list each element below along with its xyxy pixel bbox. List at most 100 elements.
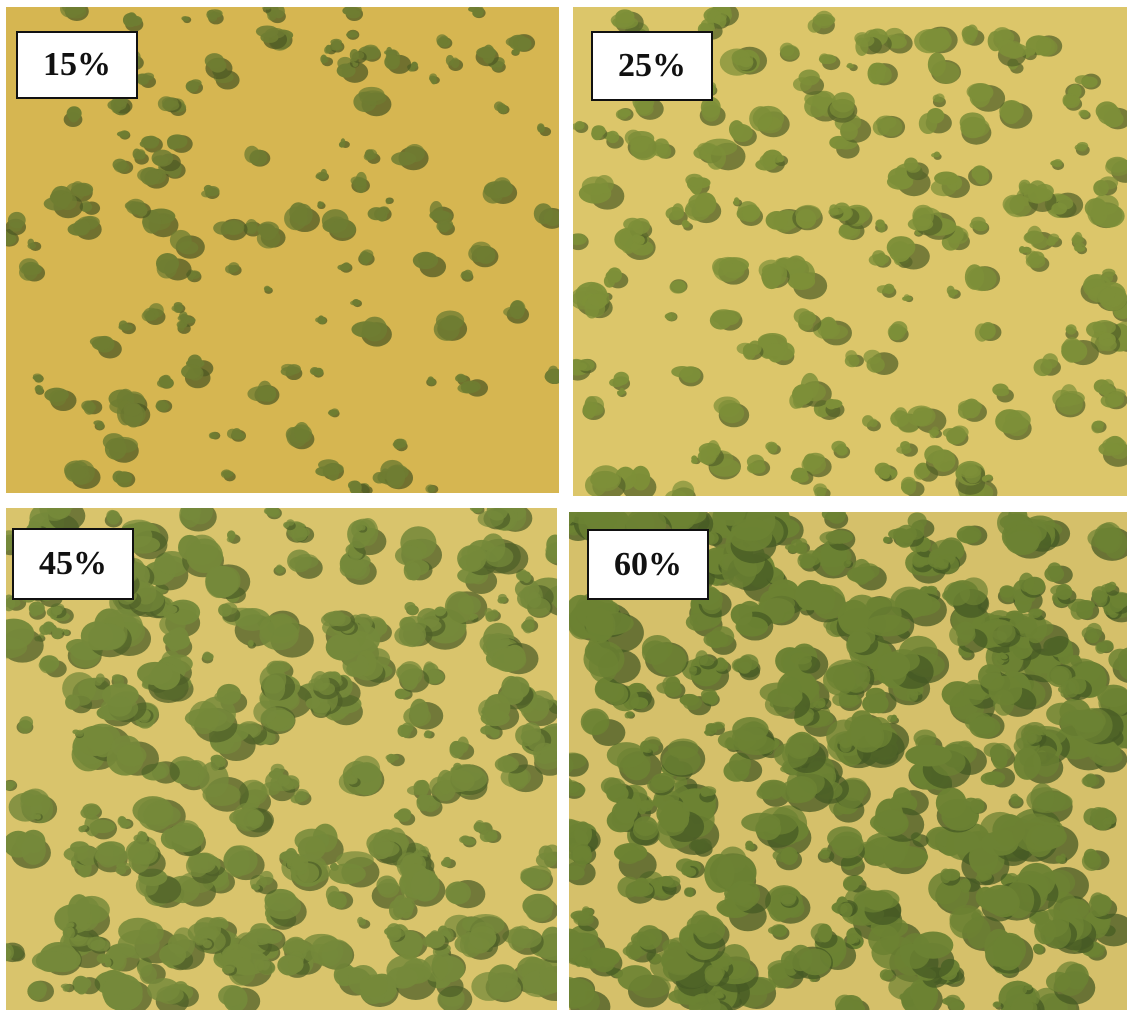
shrub <box>1032 987 1080 1010</box>
shrub <box>436 219 455 236</box>
shrub <box>847 936 861 946</box>
shrub <box>902 294 914 303</box>
shrub <box>700 688 720 707</box>
shrub <box>1055 853 1068 865</box>
shrub <box>78 824 90 833</box>
shrub <box>624 129 658 161</box>
shrub <box>774 733 826 773</box>
shrub <box>914 26 958 54</box>
shrub <box>454 926 499 960</box>
shrubland-photo <box>6 508 557 1010</box>
shrub <box>32 373 44 383</box>
shrub <box>132 148 149 165</box>
shrub <box>422 952 466 983</box>
shrub <box>792 69 825 96</box>
shrub <box>779 42 800 62</box>
shrub <box>93 673 111 690</box>
shrub <box>213 218 248 241</box>
shrub <box>705 721 725 736</box>
shrub <box>1008 793 1024 809</box>
shrub <box>731 49 757 72</box>
shrub <box>363 149 381 164</box>
shrub <box>1060 707 1124 745</box>
shrub <box>485 642 539 675</box>
shrub <box>834 994 870 1010</box>
shrub <box>1095 101 1127 130</box>
shrub <box>122 12 144 32</box>
shrub <box>198 761 249 812</box>
shrub <box>250 883 264 893</box>
shrub <box>44 387 77 412</box>
shrub <box>787 260 828 300</box>
shrub <box>729 518 777 564</box>
shrub <box>767 924 790 940</box>
shrub <box>371 875 405 909</box>
shrub <box>156 374 174 389</box>
shrub <box>615 107 634 121</box>
shrubland-photo <box>569 512 1127 1010</box>
shrub <box>974 321 1002 342</box>
shrub <box>932 93 946 108</box>
shrub <box>813 697 832 710</box>
shrub <box>273 564 287 576</box>
shrub <box>502 925 544 955</box>
shrub <box>535 844 557 869</box>
shrub <box>831 440 851 459</box>
shrub <box>975 868 995 886</box>
shrub <box>759 676 811 719</box>
shrub <box>246 923 286 952</box>
shrub <box>614 465 657 496</box>
shrub <box>906 688 923 702</box>
shrub <box>983 742 1015 770</box>
shrub <box>167 134 193 153</box>
shrub <box>681 862 699 878</box>
shrub <box>440 764 489 796</box>
shrub <box>1045 961 1096 1005</box>
shrub <box>584 607 644 653</box>
shrub <box>1086 738 1127 773</box>
shrub <box>43 185 84 219</box>
shrub <box>478 694 520 731</box>
shrub <box>573 358 597 374</box>
shrub <box>338 138 350 149</box>
shrub <box>155 253 192 281</box>
shrub <box>658 875 682 895</box>
shrub <box>218 602 241 623</box>
shrub <box>1104 592 1127 614</box>
shrub <box>520 865 554 891</box>
shrub <box>27 980 54 1002</box>
shrub <box>685 173 711 195</box>
shrub <box>1018 246 1032 256</box>
shrub <box>647 773 676 796</box>
shrub <box>1065 324 1079 340</box>
shrub <box>169 229 205 259</box>
shrub <box>262 7 272 13</box>
shrub <box>657 512 714 541</box>
shrub <box>218 984 261 1010</box>
shrub <box>984 928 1034 974</box>
shrub <box>956 525 988 546</box>
shrub <box>503 300 530 324</box>
shrub <box>569 977 611 1010</box>
shrub <box>1050 159 1065 171</box>
shrub <box>346 774 361 788</box>
shrub <box>1022 730 1043 747</box>
shrub <box>928 426 943 439</box>
shrub <box>792 204 823 231</box>
shrub <box>459 835 477 848</box>
shrub <box>1084 194 1125 229</box>
shrub <box>606 742 662 786</box>
shrub <box>221 961 237 976</box>
shrub <box>235 806 274 833</box>
shrub <box>226 530 241 544</box>
shrub <box>520 616 539 634</box>
shrub <box>880 471 892 482</box>
shrub <box>594 677 631 706</box>
shrub <box>225 262 242 276</box>
shrub <box>797 550 822 572</box>
shrub <box>277 951 310 978</box>
shrub <box>629 816 659 846</box>
shrub <box>112 158 134 174</box>
shrub <box>581 293 613 319</box>
shrub <box>1032 943 1046 955</box>
